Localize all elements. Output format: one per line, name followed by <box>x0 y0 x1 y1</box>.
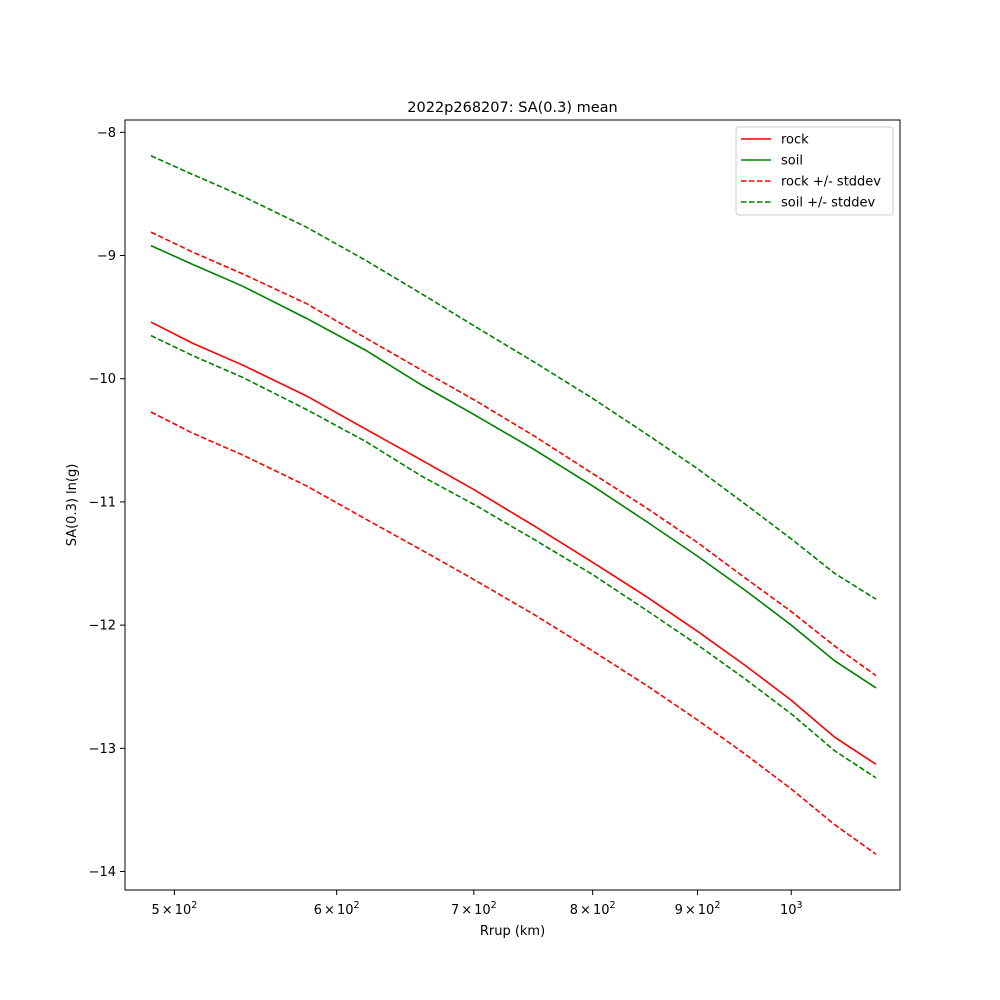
legend-box <box>735 126 894 216</box>
legend-label-soil: soil <box>781 154 803 169</box>
x-tick-label: 5 × 102 <box>152 900 198 918</box>
y-axis-label: SA(0.3) ln(g) <box>65 464 80 547</box>
series-line-3 <box>150 231 877 677</box>
series-line-5 <box>150 155 877 600</box>
legend-label-rock-stddev: rock +/- stddev <box>781 175 881 190</box>
series-line-6 <box>150 334 877 779</box>
y-tick-label: −9 <box>97 249 116 264</box>
series-line-4 <box>150 411 877 855</box>
x-tick-label: 6 × 102 <box>314 900 360 918</box>
x-tick-label: 7 × 102 <box>451 900 497 918</box>
chart-title: 2022p268207: SA(0.3) mean <box>407 100 617 116</box>
series-line-2 <box>150 244 877 689</box>
y-tick-label: −11 <box>89 495 116 510</box>
y-tick-label: −14 <box>89 865 116 880</box>
y-axis-ticks: −8 −9 −10 −11 −12 −13 −14 <box>89 126 125 880</box>
legend: rock soil rock +/- stddev soil +/- stddev <box>735 126 894 216</box>
axes-frame <box>124 119 901 891</box>
series-line-1 <box>150 321 877 766</box>
y-tick-label: −10 <box>89 372 116 387</box>
legend-label-rock: rock <box>781 133 809 148</box>
x-axis-ticks: 5 × 102 6 × 102 7 × 102 8 × 102 9 × 102 103 <box>152 890 803 918</box>
legend-label-soil-stddev: soil +/- stddev <box>781 196 876 211</box>
y-tick-label: −8 <box>97 126 116 141</box>
x-tick-label: 103 <box>780 900 803 918</box>
y-tick-label: −13 <box>89 742 116 757</box>
x-axis-label: Rrup (km) <box>480 924 545 939</box>
x-tick-label: 9 × 102 <box>675 900 721 918</box>
plot-area <box>150 155 877 855</box>
x-tick-label: 8 × 102 <box>570 900 616 918</box>
y-tick-label: −12 <box>89 619 116 634</box>
